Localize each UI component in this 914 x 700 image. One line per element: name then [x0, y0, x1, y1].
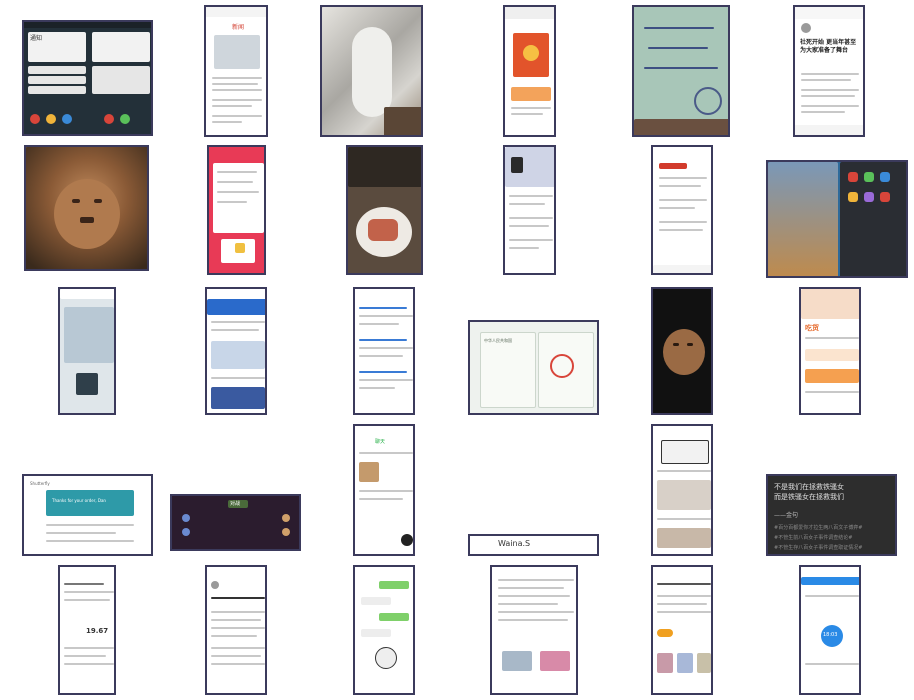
thumb-map-screenshot[interactable]	[58, 287, 116, 415]
chat-title: Waina.S	[498, 539, 531, 548]
thumb-wechat-chat[interactable]	[353, 565, 415, 695]
brand-label: 吃货	[805, 324, 819, 332]
thumb-android-notifications[interactable]: 通知	[22, 20, 153, 136]
receipt-amount: 19.67	[86, 627, 109, 635]
thumb-photo-shoe[interactable]	[320, 5, 423, 137]
thumb-weibo-post[interactable]: 社死开始 更当年甚至为大家准备了舞台	[793, 5, 865, 137]
store-logo: Shutterfly	[30, 481, 50, 486]
thumb-message-list[interactable]	[353, 287, 415, 415]
thumb-document-scan[interactable]	[490, 565, 578, 695]
game-banner: 对战	[230, 501, 241, 507]
thumb-article-reader[interactable]	[205, 565, 267, 695]
thumb-food-app[interactable]: 吃货	[799, 287, 861, 415]
timer-display: 18:03	[823, 632, 838, 638]
thumb-news-feed[interactable]	[205, 287, 267, 415]
thumb-photo-clay-pot-dark[interactable]	[651, 287, 713, 415]
thumb-weibo-comments[interactable]	[651, 145, 713, 275]
quote-tag-1: #百分百都爱你才拉生两八百文子博弈#	[774, 525, 863, 531]
thumb-blog-post[interactable]	[651, 565, 713, 695]
thumb-tablet-homescreen[interactable]	[766, 160, 908, 278]
thumb-photo-handwritten-page[interactable]	[632, 5, 730, 137]
quote-line-2: 而是铁骚女在拯救我们	[774, 493, 844, 501]
thumb-photo-certificate[interactable]: 中华人民共和国	[468, 320, 599, 415]
quote-tag-3: #不管生存八百女子事件调查取证情况#	[774, 545, 863, 551]
thumb-red-packet-chat[interactable]	[503, 5, 556, 137]
thumb-photo-breakfast[interactable]	[346, 145, 423, 275]
thumb-group-chat-bar[interactable]: Waina.S	[468, 534, 599, 556]
order-heading: Thanks for your order, Dan	[52, 498, 106, 503]
thumb-news-article[interactable]: 新闻	[204, 5, 268, 137]
thumb-game-lobby[interactable]: 对战	[170, 494, 301, 551]
quote-author: ——金句	[774, 512, 799, 519]
chat-heading: 聊天	[375, 439, 386, 445]
thumb-sport-app[interactable]: 18:03	[799, 565, 861, 695]
thumb-video-comments[interactable]	[503, 145, 556, 275]
quote-line-1: 不是我们在拯救铁骚女	[774, 483, 844, 491]
post-headline: 社死开始 更当年甚至为大家准备了舞台	[800, 39, 857, 54]
thumb-receipt[interactable]: 19.67	[58, 565, 116, 695]
thumb-quote-card[interactable]: 不是我们在拯救铁骚女 而是铁骚女在拯救我们 ——金句 #百分百都爱你才拉生两八百…	[766, 474, 897, 556]
article-title: 新闻	[232, 24, 245, 31]
thumb-red-card-chat[interactable]	[207, 145, 266, 275]
thumb-wechat-moments[interactable]: 聊天	[353, 424, 415, 556]
quote-tag-2: #不管生前八百女子事件调查结论#	[774, 535, 853, 541]
notification-title: 通知	[30, 35, 43, 42]
thumb-photo-clay-pot[interactable]	[24, 145, 149, 271]
thumb-order-confirmation[interactable]: Shutterfly Thanks for your order, Dan	[22, 474, 153, 556]
certificate-stamp-text: 中华人民共和国	[484, 338, 512, 343]
thumb-shopping-post[interactable]	[651, 424, 713, 556]
